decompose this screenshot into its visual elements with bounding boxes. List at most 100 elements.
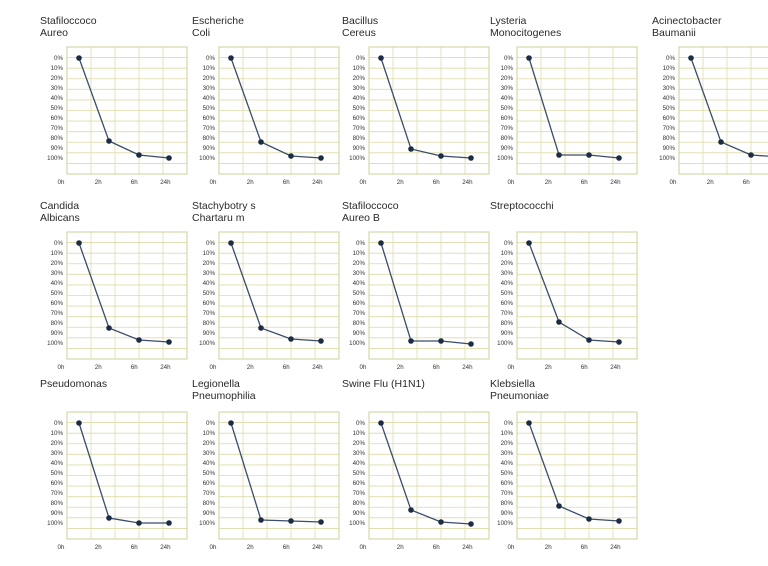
data-point [378,240,384,246]
data-point [288,518,294,524]
data-point [166,520,172,526]
chart-svg: 0% 10% 20% 30% 40% 50% 60% 70% 80% 90% 100% 0h 2h 6h 2… [47,46,188,186]
x-tick-label: 2h [397,179,404,186]
chart-svg: 0% 10% 20% 30% 40% 50% 60% 70% 80% 90% 100% 0h 2h 6h 2… [349,411,490,551]
y-tick-label: 80% [353,320,366,327]
plot-frame [678,46,768,175]
y-tick-label: 0% [356,420,365,427]
plot-frame [218,231,340,360]
x-tick-label: 6h [433,179,440,186]
y-tick-label: 90% [353,510,366,517]
x-tick-label: 24h [312,179,323,186]
x-tick-label: 2h [545,364,552,371]
y-tick-label: 40% [501,460,514,467]
data-point [258,517,264,523]
y-tick-label: 60% [51,480,64,487]
x-tick-label: 6h [283,544,290,551]
y-tick-label: 60% [51,300,64,307]
data-point [106,138,112,144]
y-tick-label: 70% [353,125,366,132]
series-line [78,242,170,343]
x-tick-label: 0h [508,179,515,186]
y-tick-label: 50% [203,290,216,297]
x-tick-label: 2h [545,544,552,551]
y-tick-label: 90% [353,145,366,152]
series-line [528,422,620,522]
y-tick-label: 40% [51,95,64,102]
data-point [136,520,142,526]
y-tick-label: 50% [353,470,366,477]
chart-title: Stafiloccoco Aureo B [342,200,399,224]
y-tick-label: 100% [47,155,63,162]
chart-title: Streptococchi [490,200,554,212]
y-tick-label: 80% [203,500,216,507]
data-point [616,339,622,345]
y-tick-label: 70% [51,490,64,497]
y-tick-label: 100% [47,340,63,347]
y-tick-label: 20% [501,260,514,267]
data-point [748,152,754,158]
data-point [318,519,324,525]
chart-panel: Pseudomonas 0% 10% 20% 30% 40% 50% 60% 70% 80% 90%… [40,378,190,563]
y-tick-label: 50% [501,290,514,297]
y-tick-label: 80% [51,500,64,507]
data-point [526,420,532,426]
chart-title: Legionella Pneumophilia [192,378,256,402]
data-point [288,336,294,342]
y-tick-label: 10% [663,65,676,72]
y-tick-label: 80% [501,320,514,327]
data-point [106,325,112,331]
y-tick-label: 50% [663,105,676,112]
y-tick-label: 70% [51,310,64,317]
data-point [258,325,264,331]
data-point [526,240,532,246]
y-tick-label: 50% [203,105,216,112]
y-tick-label: 60% [501,300,514,307]
data-point [616,518,622,524]
x-tick-label: 0h [360,364,367,371]
x-tick-label: 24h [160,364,171,371]
x-tick-label: 6h [131,179,138,186]
data-point [408,146,414,152]
data-point [408,507,414,513]
y-tick-label: 60% [663,115,676,122]
y-tick-label: 100% [659,155,675,162]
x-tick-label: 6h [433,544,440,551]
x-tick-label: 0h [210,364,217,371]
y-tick-label: 70% [501,125,514,132]
chart-title: Candida Albicans [40,200,80,224]
y-tick-label: 0% [666,55,675,62]
chart-svg: 0% 10% 20% 30% 40% 50% 60% 70% 80% 90% 100% 0h 2h 6h 2… [199,411,340,551]
data-point [318,155,324,161]
y-tick-label: 90% [203,145,216,152]
chart-panel: Stafiloccoco Aureo 0% 10% 20% 30% 40% 50% 60% 70… [40,15,190,200]
y-tick-label: 30% [203,450,216,457]
plot-frame [368,46,490,175]
y-tick-label: 40% [663,95,676,102]
x-tick-label: 0h [508,544,515,551]
y-tick-label: 90% [501,145,514,152]
x-tick-label: 2h [95,364,102,371]
y-tick-label: 30% [353,85,366,92]
x-tick-label: 2h [397,364,404,371]
data-point [228,420,234,426]
y-tick-label: 60% [203,480,216,487]
data-point [438,338,444,344]
x-tick-label: 24h [462,544,473,551]
y-tick-label: 50% [501,105,514,112]
series-line [230,422,322,523]
series-line [230,57,322,159]
plot-frame [66,231,188,360]
y-tick-label: 30% [203,270,216,277]
y-tick-label: 50% [501,470,514,477]
y-tick-label: 20% [51,75,64,82]
y-tick-label: 30% [51,450,64,457]
y-tick-label: 50% [353,290,366,297]
y-tick-label: 40% [353,280,366,287]
y-tick-label: 10% [501,430,514,437]
y-tick-label: 100% [497,520,513,527]
y-tick-label: 20% [501,75,514,82]
y-tick-label: 90% [663,145,676,152]
y-tick-label: 70% [203,125,216,132]
chart-title: Stachybotry s Chartaru m [192,200,256,224]
